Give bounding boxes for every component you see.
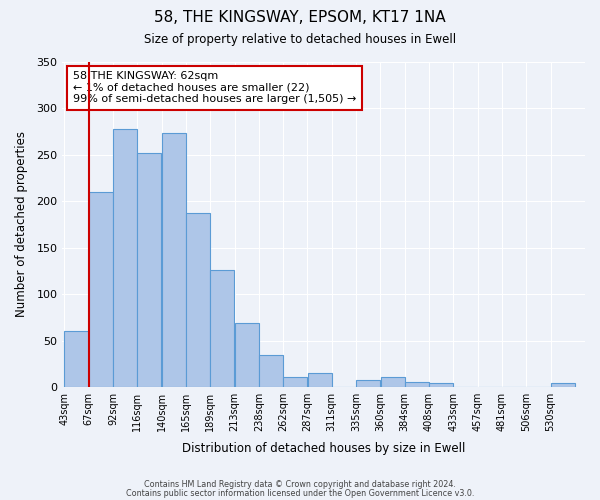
Bar [429, 382, 453, 388]
Bar [113, 128, 137, 388]
Text: 58 THE KINGSWAY: 62sqm
← 1% of detached houses are smaller (22)
99% of semi-deta: 58 THE KINGSWAY: 62sqm ← 1% of detached … [73, 72, 356, 104]
Text: Contains HM Land Registry data © Crown copyright and database right 2024.: Contains HM Land Registry data © Crown c… [144, 480, 456, 489]
Bar [380, 377, 404, 388]
Text: Contains public sector information licensed under the Open Government Licence v3: Contains public sector information licen… [126, 489, 474, 498]
Bar [211, 270, 235, 388]
X-axis label: Distribution of detached houses by size in Ewell: Distribution of detached houses by size … [182, 442, 466, 455]
Bar [235, 323, 259, 388]
Bar [551, 382, 575, 388]
Bar [308, 374, 332, 388]
Bar [186, 214, 210, 388]
Bar [64, 332, 89, 388]
Y-axis label: Number of detached properties: Number of detached properties [15, 132, 28, 318]
Bar [283, 377, 307, 388]
Bar [162, 133, 186, 388]
Bar [405, 382, 429, 388]
Bar [259, 355, 283, 388]
Text: Size of property relative to detached houses in Ewell: Size of property relative to detached ho… [144, 32, 456, 46]
Bar [356, 380, 380, 388]
Text: 58, THE KINGSWAY, EPSOM, KT17 1NA: 58, THE KINGSWAY, EPSOM, KT17 1NA [154, 10, 446, 25]
Bar [137, 152, 161, 388]
Bar [89, 192, 113, 388]
